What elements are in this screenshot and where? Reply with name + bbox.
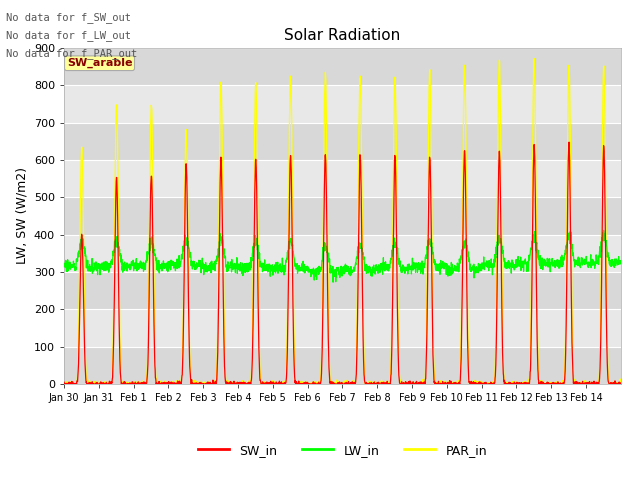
Bar (64, 123, 621, 160)
Text: SW_arable: SW_arable (67, 58, 132, 68)
Text: No data for f_LW_out: No data for f_LW_out (6, 30, 131, 41)
Bar (64, 85, 621, 123)
Text: No data for f_PAR_out: No data for f_PAR_out (6, 48, 138, 60)
Bar (64, 309, 621, 347)
Bar (64, 272, 621, 309)
Text: No data for f_SW_out: No data for f_SW_out (6, 12, 131, 23)
Title: Solar Radiation: Solar Radiation (284, 28, 401, 43)
Bar (64, 48, 621, 85)
Bar (64, 347, 621, 384)
Y-axis label: LW, SW (W/m2): LW, SW (W/m2) (15, 168, 28, 264)
Bar (64, 235, 621, 272)
Legend: SW_in, LW_in, PAR_in: SW_in, LW_in, PAR_in (193, 439, 492, 462)
Bar (64, 197, 621, 235)
Bar (64, 160, 621, 197)
